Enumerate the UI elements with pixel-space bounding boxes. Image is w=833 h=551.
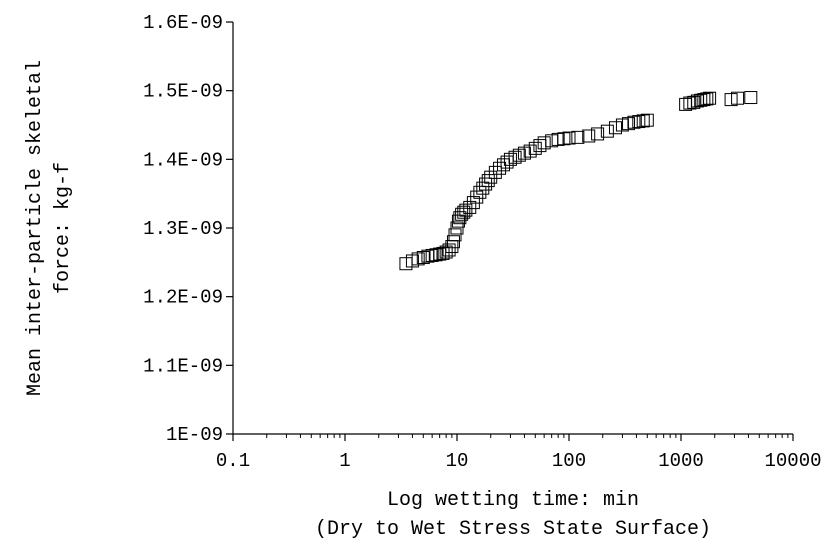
y-axis-subtitle: force: kg-f (52, 162, 75, 294)
x-axis-title: Log wetting time: min (387, 489, 639, 512)
x-tick-label: 100 (552, 450, 586, 472)
data-point (484, 170, 498, 184)
data-point (512, 148, 526, 162)
x-tick-label: 1000 (658, 450, 704, 472)
y-axis-title: Mean inter-particle skeletal (24, 60, 47, 396)
data-point (459, 203, 473, 217)
data-point (416, 251, 430, 265)
data-point (481, 174, 495, 188)
data-point (683, 96, 697, 110)
data-point (571, 130, 585, 144)
data-point (731, 91, 745, 105)
data-point (632, 115, 646, 129)
data-point (528, 141, 542, 155)
data-point (488, 165, 502, 179)
data-point (500, 155, 514, 169)
data-point (446, 235, 460, 249)
data-point (425, 248, 439, 262)
x-axis-subtitle: (Dry to Wet Stress State Surface) (315, 518, 711, 541)
data-point (622, 117, 636, 131)
y-tick-label: 1.5E-09 (143, 81, 223, 103)
y-tick-label: 1.6E-09 (143, 12, 223, 34)
data-point (537, 136, 551, 150)
data-point (640, 113, 654, 127)
data-point (508, 150, 522, 164)
data-point (744, 91, 758, 105)
x-ticks: 0.1 1 10 100 1000 10000 (216, 434, 822, 472)
data-point (451, 214, 465, 228)
data-point (476, 181, 490, 195)
y-tick-label: 1.3E-09 (143, 218, 223, 240)
data-point (450, 221, 464, 235)
data-point (442, 243, 456, 257)
data-point (600, 124, 614, 138)
y-tick-label: 1.2E-09 (143, 287, 223, 309)
data-point (687, 95, 701, 109)
data-point (455, 207, 469, 221)
x-tick-label: 1 (339, 450, 350, 472)
data-point (591, 127, 605, 141)
data-points (399, 91, 758, 271)
y-ticks: 1E-09 1.1E-09 1.2E-09 1.3E-09 1.4E-09 1.5E-09… (143, 12, 233, 446)
x-tick-label: 10 (446, 450, 469, 472)
data-point (411, 252, 425, 266)
data-point (608, 121, 622, 135)
data-point (496, 158, 510, 172)
data-point (582, 129, 596, 143)
data-point (700, 92, 714, 106)
data-point (463, 200, 477, 214)
data-point (557, 132, 571, 146)
x-tick-label: 0.1 (216, 450, 250, 472)
y-tick-label: 1.1E-09 (143, 355, 223, 377)
data-point (703, 91, 717, 105)
data-point (636, 114, 650, 128)
data-point (429, 248, 443, 262)
data-point (562, 131, 576, 145)
y-tick-label: 1.4E-09 (143, 149, 223, 171)
data-point (627, 115, 641, 129)
data-point (523, 144, 537, 158)
y-tick-label: 1E-09 (166, 424, 223, 446)
x-tick-label: 10000 (764, 450, 821, 472)
data-point (503, 152, 517, 166)
data-point (479, 177, 493, 191)
data-point (448, 228, 462, 242)
